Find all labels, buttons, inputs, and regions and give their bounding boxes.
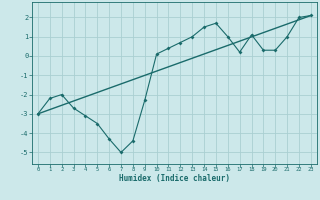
X-axis label: Humidex (Indice chaleur): Humidex (Indice chaleur) xyxy=(119,174,230,183)
